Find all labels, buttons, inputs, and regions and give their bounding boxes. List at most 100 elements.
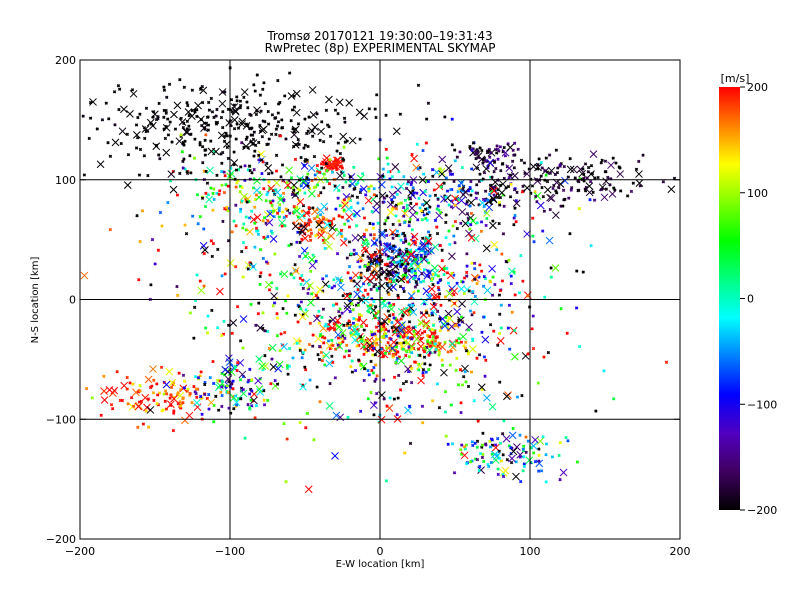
data-point (469, 345, 477, 353)
data-point (452, 179, 456, 184)
data-point (307, 342, 312, 347)
data-point-stroke (423, 329, 427, 334)
data-point (480, 443, 485, 447)
data-point (138, 147, 143, 152)
data-point-stroke (413, 325, 418, 329)
data-point (391, 236, 395, 240)
data-point (401, 231, 406, 236)
data-point-stroke (309, 220, 313, 224)
data-point-stroke (459, 332, 467, 341)
data-point-stroke (320, 358, 325, 363)
data-point (405, 206, 410, 211)
data-point (117, 107, 121, 112)
data-point (166, 133, 171, 137)
data-point (409, 210, 417, 219)
data-point (391, 163, 400, 171)
data-point-stroke (457, 341, 461, 345)
data-point (255, 73, 259, 77)
data-point (404, 353, 408, 358)
data-point (342, 208, 346, 212)
data-point (496, 472, 500, 477)
data-point (254, 403, 259, 408)
data-point-stroke (323, 336, 327, 340)
data-point (475, 439, 480, 443)
data-point (152, 398, 156, 403)
data-point (423, 252, 427, 256)
data-point (369, 330, 374, 334)
data-point-stroke (256, 312, 261, 316)
data-point (105, 386, 114, 394)
data-point (312, 216, 317, 221)
data-point-stroke (115, 369, 119, 374)
data-point-stroke (394, 352, 398, 356)
data-point (440, 358, 444, 362)
data-point-stroke (109, 403, 114, 407)
data-point-stroke (370, 239, 379, 247)
data-point (172, 409, 176, 413)
data-point (420, 331, 424, 335)
data-point (234, 224, 238, 228)
data-point (415, 362, 424, 370)
data-point (162, 148, 171, 157)
data-point (394, 254, 398, 259)
data-point (283, 330, 287, 335)
data-point (363, 347, 367, 351)
data-point (229, 97, 234, 102)
data-point (253, 186, 261, 195)
data-point (426, 236, 431, 241)
data-point-stroke (497, 149, 501, 153)
data-point (222, 170, 226, 174)
data-point (194, 391, 198, 396)
data-point (466, 216, 470, 220)
data-point (478, 451, 483, 456)
data-point (498, 145, 503, 149)
data-point-stroke (424, 235, 428, 240)
data-point (239, 389, 248, 398)
data-point-stroke (376, 257, 380, 261)
data-point (537, 459, 541, 463)
data-point (447, 203, 451, 207)
data-point (280, 210, 285, 214)
data-point (452, 148, 457, 152)
data-point (379, 326, 387, 334)
data-point (303, 143, 308, 147)
data-point (182, 143, 186, 147)
data-point-stroke (373, 250, 378, 255)
data-point (126, 402, 130, 406)
data-point (253, 416, 257, 420)
data-point (134, 123, 139, 127)
data-point (181, 140, 185, 145)
data-point-stroke (369, 262, 373, 267)
data-point-stroke (317, 231, 326, 239)
data-point (178, 171, 182, 176)
data-point (244, 215, 248, 219)
data-point (155, 401, 159, 406)
data-point-stroke (365, 268, 370, 273)
data-point-stroke (322, 354, 326, 359)
data-point (169, 385, 174, 390)
data-point (144, 409, 148, 413)
data-point (365, 268, 370, 273)
data-point-stroke (381, 334, 386, 339)
data-point (430, 167, 435, 172)
data-point-stroke (385, 281, 389, 286)
data-point (277, 206, 282, 210)
data-point-stroke (466, 352, 471, 356)
data-point (193, 398, 201, 407)
data-point-stroke (321, 215, 325, 220)
data-point (256, 312, 261, 316)
data-point-stroke (449, 349, 453, 353)
data-point (442, 181, 446, 185)
data-point (480, 455, 485, 460)
data-point-stroke (398, 335, 402, 339)
data-point (376, 329, 381, 333)
data-point (318, 138, 322, 143)
data-point (394, 186, 402, 194)
data-point-stroke (388, 345, 397, 354)
data-point (234, 168, 239, 172)
data-point (426, 101, 431, 105)
data-point (220, 183, 224, 187)
data-point (317, 127, 325, 136)
data-point (418, 280, 423, 284)
data-point (404, 349, 408, 353)
